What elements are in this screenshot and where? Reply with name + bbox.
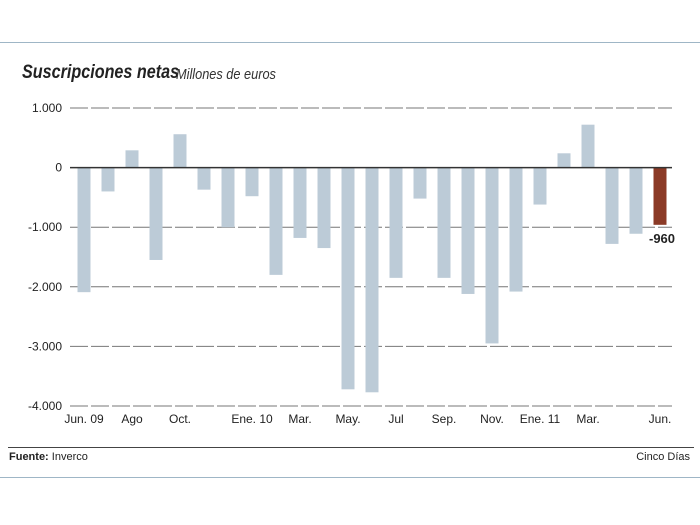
y-tick-label: 1.000 bbox=[32, 101, 62, 115]
y-tick-label: 0 bbox=[55, 161, 62, 175]
x-tick-label: May. bbox=[335, 412, 360, 426]
chart-title: Suscripciones netas bbox=[22, 62, 180, 83]
y-tick-label: -2.000 bbox=[28, 280, 62, 294]
bar bbox=[221, 167, 235, 228]
bar bbox=[197, 167, 211, 190]
bar bbox=[485, 167, 499, 344]
y-tick-label: -3.000 bbox=[28, 339, 62, 353]
chart-frame bbox=[0, 42, 700, 478]
bar bbox=[461, 167, 475, 294]
highlight-data-label: -960 bbox=[649, 231, 675, 246]
bar bbox=[101, 167, 115, 192]
bar bbox=[557, 153, 571, 168]
x-tick-label: Jun. bbox=[649, 412, 672, 426]
x-tick-label: Mar. bbox=[288, 412, 311, 426]
credit: Cinco Días bbox=[636, 451, 690, 463]
source-label: Fuente: bbox=[9, 451, 49, 463]
source-value: Inverco bbox=[51, 451, 88, 463]
y-tick-label: -4.000 bbox=[28, 399, 62, 413]
bar bbox=[317, 167, 331, 249]
bar bbox=[245, 167, 259, 197]
x-tick-label: Ene. 11 bbox=[520, 412, 561, 426]
x-tick-label: Ene. 10 bbox=[231, 412, 273, 426]
chart-subtitle: Millones de euros bbox=[176, 66, 276, 83]
bar bbox=[437, 167, 451, 278]
bar bbox=[173, 134, 187, 168]
bar bbox=[653, 167, 667, 225]
bar bbox=[413, 167, 427, 199]
source-note: Fuente: Inverco bbox=[9, 451, 88, 463]
bar bbox=[149, 167, 163, 260]
bar bbox=[629, 167, 643, 234]
bar bbox=[341, 167, 355, 390]
bar bbox=[77, 167, 91, 293]
bar bbox=[269, 167, 283, 275]
footer-divider bbox=[8, 447, 694, 448]
bar bbox=[293, 167, 307, 238]
bar bbox=[125, 150, 139, 168]
x-tick-label: Jul bbox=[388, 412, 403, 426]
bar bbox=[605, 167, 619, 244]
bar bbox=[389, 167, 403, 278]
x-tick-label: Ago bbox=[121, 412, 143, 426]
y-tick-label: -1.000 bbox=[28, 220, 62, 234]
bar bbox=[365, 167, 379, 393]
bar bbox=[509, 167, 523, 292]
x-tick-label: Mar. bbox=[576, 412, 599, 426]
bar bbox=[581, 124, 595, 168]
x-tick-label: Jun. 09 bbox=[64, 412, 104, 426]
x-tick-label: Sep. bbox=[432, 412, 457, 426]
x-tick-label: Nov. bbox=[480, 412, 504, 426]
x-tick-label: Oct. bbox=[169, 412, 191, 426]
bar bbox=[533, 167, 547, 205]
